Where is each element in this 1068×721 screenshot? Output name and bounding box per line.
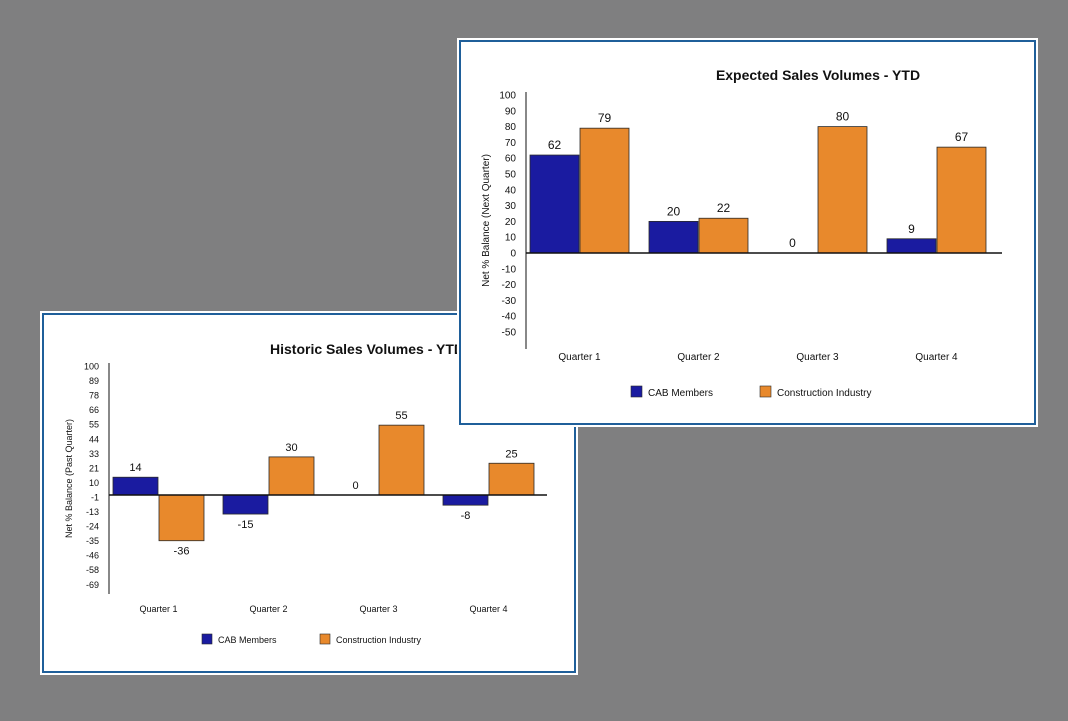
y-tick-label: -13 (86, 507, 99, 517)
y-tick-label: -1 (91, 492, 99, 502)
x-category-label: Quarter 3 (796, 352, 839, 363)
legend-swatch-construction-industry (319, 633, 331, 645)
chart-title: Historic Sales Volumes - YTD (270, 341, 464, 357)
y-tick-label: 20 (505, 217, 517, 228)
expected-chart-card: Expected Sales Volumes - YTD Net % Balanc… (459, 40, 1036, 425)
x-category-label: Quarter 4 (469, 604, 507, 614)
y-tick-label: 10 (505, 233, 517, 244)
data-label: 79 (598, 111, 612, 125)
bar-construction-industry (817, 126, 868, 254)
y-tick-label: 80 (505, 122, 517, 133)
y-tick-label: 60 (505, 154, 517, 165)
bar-cab-members (442, 494, 489, 506)
legend-label: CAB Members (218, 635, 277, 645)
x-category-label: Quarter 4 (915, 352, 958, 363)
y-tick-label: 30 (505, 201, 517, 212)
y-tick-label: 21 (89, 463, 99, 473)
bar-cab-members (886, 238, 937, 254)
x-category-label: Quarter 2 (249, 604, 287, 614)
data-label: -36 (174, 546, 190, 558)
data-label: -15 (238, 519, 254, 531)
bar-cab-members (222, 494, 269, 515)
y-tick-label: 70 (505, 138, 517, 149)
legend-label: Construction Industry (777, 388, 872, 399)
bar-cab-members (112, 476, 159, 496)
y-tick-label: 55 (89, 420, 99, 430)
y-tick-label: -69 (86, 580, 99, 590)
x-category-label: Quarter 1 (558, 352, 601, 363)
bar-cab-members (529, 154, 580, 254)
bar-construction-industry (698, 217, 749, 254)
data-label: 14 (129, 462, 141, 474)
y-tick-label: 33 (89, 449, 99, 459)
expected-chart: Expected Sales Volumes - YTD Net % Balanc… (481, 67, 1002, 399)
data-label: 9 (908, 222, 915, 236)
y-axis-label: Net % Balance (Next Quarter) (481, 154, 492, 287)
y-tick-label: -40 (502, 312, 517, 323)
data-label: 62 (548, 138, 562, 152)
y-tick-label: -24 (86, 522, 99, 532)
legend-swatch-construction-industry (759, 385, 772, 398)
bar-construction-industry (936, 146, 987, 254)
y-tick-label: 66 (89, 405, 99, 415)
bar-construction-industry (268, 456, 315, 496)
y-tick-label: 0 (510, 249, 516, 260)
data-label: 25 (505, 448, 517, 460)
y-tick-label: -35 (86, 536, 99, 546)
y-tick-label: 44 (89, 434, 99, 444)
bar-construction-industry (579, 127, 630, 254)
data-label: 55 (395, 410, 407, 422)
y-tick-label: 100 (499, 91, 516, 102)
y-axis-label: Net % Balance (Past Quarter) (64, 419, 74, 538)
x-category-label: Quarter 3 (359, 604, 397, 614)
legend-label: Construction Industry (336, 635, 422, 645)
data-label: 20 (667, 204, 681, 218)
y-tick-label: -50 (502, 328, 517, 339)
bar-construction-industry (378, 424, 425, 496)
bar-construction-industry (158, 494, 205, 542)
y-tick-label: 78 (89, 391, 99, 401)
bar-cab-members (648, 220, 699, 254)
y-tick-label: 40 (505, 185, 517, 196)
data-label: 22 (717, 201, 731, 215)
data-label: 80 (836, 110, 850, 124)
legend-label: CAB Members (648, 388, 713, 399)
y-tick-label: -46 (86, 551, 99, 561)
x-category-label: Quarter 1 (139, 604, 177, 614)
y-tick-label: -10 (502, 264, 517, 275)
data-label: 0 (789, 236, 796, 250)
legend-swatch-cab-members (201, 633, 213, 645)
y-tick-label: -20 (502, 280, 517, 291)
data-label: 30 (285, 442, 297, 454)
y-tick-label: 100 (84, 362, 99, 372)
data-label: -8 (461, 510, 471, 522)
chart-title: Expected Sales Volumes - YTD (716, 67, 920, 83)
legend-swatch-cab-members (630, 385, 643, 398)
y-tick-label: 89 (89, 376, 99, 386)
y-tick-label: 90 (505, 106, 517, 117)
y-tick-label: 10 (89, 478, 99, 488)
y-tick-label: -30 (502, 296, 517, 307)
historic-chart: Historic Sales Volumes - YTD Net % Balanc… (64, 341, 547, 645)
bar-construction-industry (488, 462, 535, 496)
data-label: 0 (352, 480, 358, 492)
x-category-label: Quarter 2 (677, 352, 720, 363)
y-tick-label: 50 (505, 170, 517, 181)
data-label: 67 (955, 130, 969, 144)
y-tick-label: -58 (86, 565, 99, 575)
